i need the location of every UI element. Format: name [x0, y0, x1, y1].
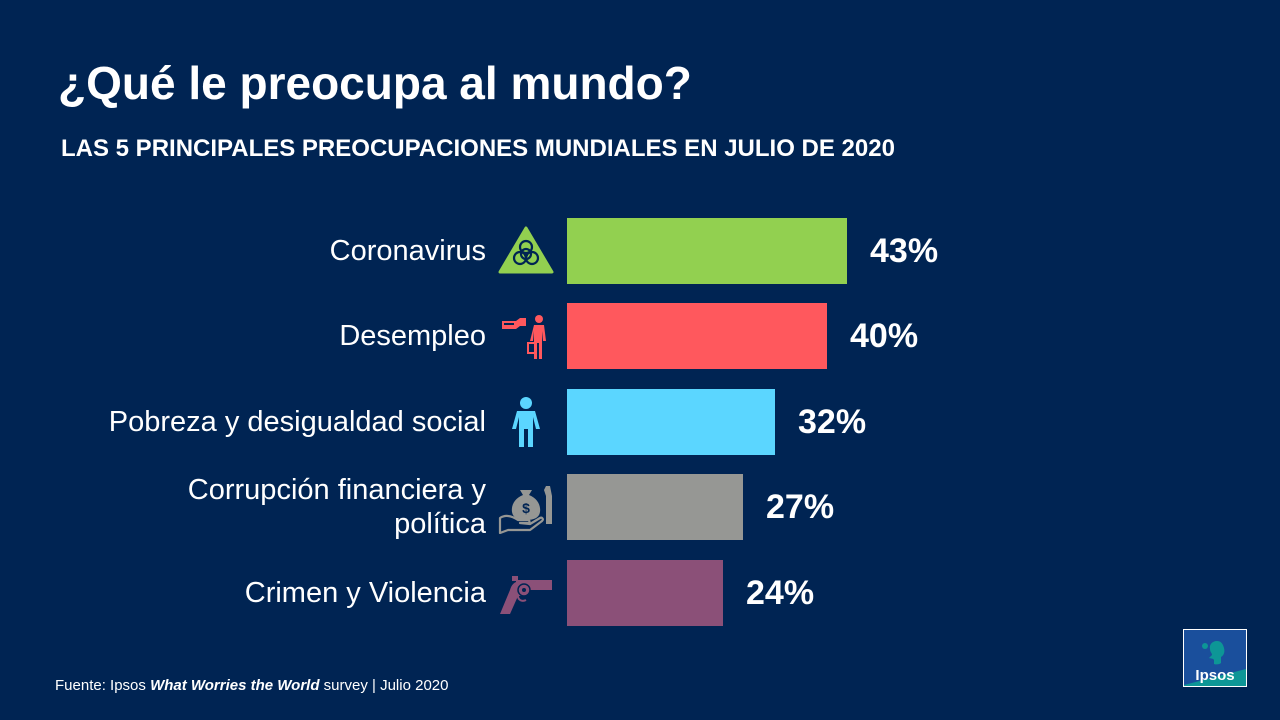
- logo-text: Ipsos: [1195, 667, 1234, 684]
- category-label: Crimen y Violencia: [244, 576, 486, 609]
- pointing-hand-unemployed-icon: [496, 309, 556, 363]
- chart-title: ¿Qué le preocupa al mundo?: [58, 57, 692, 109]
- bar: [567, 474, 743, 540]
- chart-subtitle: LAS 5 PRINCIPALES PREOCUPACIONES MUNDIAL…: [61, 135, 895, 162]
- bar: [567, 389, 775, 455]
- person-icon: [496, 395, 556, 449]
- value-label: 24%: [746, 573, 815, 612]
- money-bag-bribe-icon: $: [496, 480, 556, 534]
- revolver-icon: [496, 566, 556, 620]
- biohazard-icon: [496, 224, 556, 278]
- source-footnote: Fuente: Ipsos What Worries the World sur…: [55, 677, 448, 694]
- category-label: Desempleo: [339, 319, 486, 352]
- value-label: 40%: [850, 316, 919, 355]
- category-label: Coronavirus: [329, 234, 486, 267]
- chart-row: Desempleo 40%: [0, 303, 1280, 369]
- category-label: Corrupción financiera y política: [187, 473, 486, 540]
- chart-row: Corrupción financiera y política $27%: [0, 474, 1280, 540]
- value-label: 27%: [766, 487, 835, 526]
- chart-row: Crimen y Violencia 24%: [0, 560, 1280, 626]
- source-prefix: Fuente: Ipsos: [55, 677, 151, 694]
- source-suffix: survey | Julio 2020: [319, 677, 449, 694]
- chart-row: Pobreza y desigualdad social 32%: [0, 389, 1280, 455]
- value-label: 43%: [870, 231, 939, 270]
- chart-row: Coronavirus 43%: [0, 218, 1280, 284]
- svg-text:$: $: [522, 500, 530, 516]
- bar: [567, 560, 723, 626]
- category-label: Pobreza y desigualdad social: [108, 405, 486, 438]
- value-label: 32%: [798, 402, 867, 441]
- bar: [567, 218, 847, 284]
- ipsos-logo: Ipsos: [1183, 629, 1247, 687]
- bar: [567, 303, 827, 369]
- source-survey-name: What Worries the World: [150, 677, 320, 694]
